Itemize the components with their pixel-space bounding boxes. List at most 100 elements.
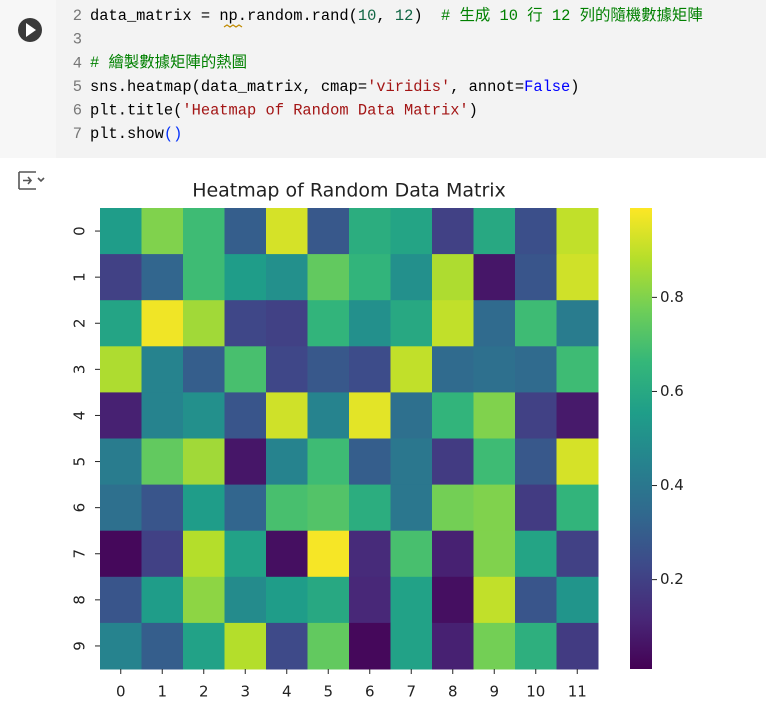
heatmap-cell [100, 438, 142, 486]
heatmap-cell [349, 254, 391, 301]
x-tick-label: 5 [323, 683, 333, 701]
heatmap-cell [473, 346, 516, 393]
x-tick-label: 8 [448, 683, 458, 701]
heatmap-cell [390, 576, 433, 624]
heatmap-cell [515, 530, 557, 578]
heatmap-cell [307, 438, 350, 486]
heatmap-cell [141, 484, 184, 532]
heatmap-cell [307, 208, 350, 255]
colorbar-tick-label: 0.6 [660, 382, 684, 400]
heatmap-cell [390, 300, 433, 347]
colorbar-tick-label: 0.2 [660, 570, 684, 588]
line-number: 2 [73, 7, 82, 25]
heatmap-cell [515, 576, 557, 624]
heatmap-cell [100, 346, 142, 393]
code-token: False [524, 78, 570, 96]
heatmap-cell [266, 208, 308, 255]
output-caret[interactable] [37, 177, 45, 183]
heatmap-cell [473, 484, 516, 532]
heatmap-cell [100, 254, 142, 301]
code-text: 2 data_matrix = np.random.rand(10, 12) # … [73, 6, 703, 143]
code-token: , annot= [450, 78, 524, 96]
heatmap-cell [432, 392, 474, 439]
code-line: # 繪製數據矩陣的熱圖 [90, 52, 247, 72]
heatmap-cell [515, 254, 557, 301]
heatmap-cell [515, 392, 557, 439]
chart-title: Heatmap of Random Data Matrix [192, 180, 506, 202]
heatmap-cell [183, 484, 225, 532]
heatmap-cell [183, 208, 225, 255]
code-token: () [164, 125, 182, 143]
heatmap-cell [390, 484, 433, 532]
heatmap-cell [183, 254, 225, 301]
output-toggle[interactable] [18, 171, 36, 190]
code-token: 'viridis' [367, 78, 450, 96]
heatmap-cell [515, 346, 557, 393]
heatmap-cell [183, 346, 225, 393]
heatmap-cell [224, 576, 267, 624]
x-tick-label: 10 [526, 683, 545, 701]
heatmap-cell [432, 530, 474, 578]
heatmap-cell [224, 530, 267, 578]
heatmap-cell [349, 300, 391, 347]
heatmap-cell [556, 392, 599, 439]
heatmap-cell [515, 208, 557, 255]
heatmap-cell [432, 484, 474, 532]
heatmap-cell [349, 484, 391, 532]
heatmap-cell [141, 438, 184, 486]
heatmap-cell [141, 300, 184, 347]
heatmap-cell [183, 576, 225, 624]
code-line: plt.title('Heatmap of Random Data Matrix… [90, 101, 478, 119]
heatmap-cell [141, 254, 184, 301]
line-number: 7 [73, 125, 82, 143]
output-icon[interactable] [18, 171, 45, 190]
heatmap-cell [515, 622, 557, 670]
line-number: 5 [73, 78, 82, 96]
colorbar [630, 208, 652, 669]
code-token: sns.heatmap(data_matrix, cmap= [90, 78, 367, 96]
heatmap-cell [556, 438, 599, 486]
heatmap-cell [307, 300, 350, 347]
heatmap-cell [473, 300, 516, 347]
code-token: # 生成 10 行 12 列的隨機數據矩陣 [423, 6, 703, 25]
heatmap-cell [100, 530, 142, 578]
heatmap-cell [100, 208, 142, 255]
code-token: 12 [395, 7, 413, 25]
y-tick-label: 9 [71, 641, 89, 651]
heatmap-cell [473, 576, 516, 624]
heatmap-cell [390, 346, 433, 393]
x-tick-label: 4 [282, 683, 292, 701]
heatmap-cell [100, 484, 142, 532]
heatmap-cell [473, 438, 516, 486]
heatmap-cell [307, 346, 350, 393]
heatmap-cell [515, 484, 557, 532]
heatmap-cell [141, 208, 184, 255]
heatmap-cell [556, 208, 599, 255]
heatmap-cell [141, 576, 184, 624]
code-line: plt.show() [90, 125, 182, 143]
heatmap-cell [266, 576, 308, 624]
heatmap-cell [349, 346, 391, 393]
x-tick-label: 0 [116, 683, 126, 701]
run-button[interactable] [18, 18, 42, 42]
heatmap-cell [556, 254, 599, 301]
heatmap-cell [307, 530, 350, 578]
code-token: ) [570, 78, 579, 96]
x-tick-label: 1 [157, 683, 167, 701]
heatmap-cell [473, 392, 516, 439]
x-tick-label: 11 [568, 683, 587, 701]
heatmap-cell [390, 622, 433, 670]
y-tick-label: 6 [71, 503, 89, 513]
y-tick-label: 8 [71, 595, 89, 605]
heatmap-cell [349, 208, 391, 255]
heatmap-cell [224, 208, 267, 255]
x-tick-label: 2 [199, 683, 209, 701]
heatmap-cell [224, 346, 267, 393]
heatmap-cell [266, 622, 308, 670]
heatmap-cell [224, 392, 267, 439]
code-token: # 繪製數據矩陣的熱圖 [90, 52, 247, 72]
code-token: plt.title( [90, 101, 182, 119]
run-icon[interactable] [26, 23, 36, 37]
